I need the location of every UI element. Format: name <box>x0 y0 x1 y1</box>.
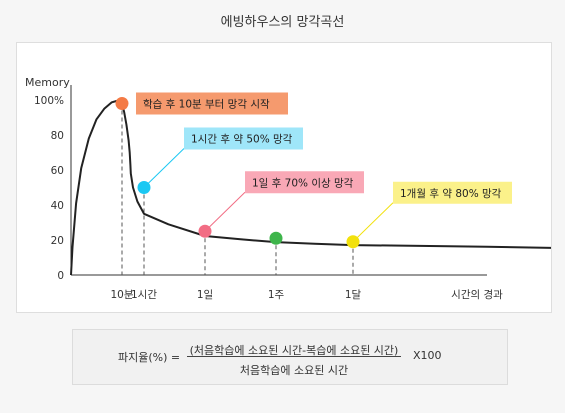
formula-fraction-bar <box>187 356 401 357</box>
y-tick-label: 0 <box>57 270 64 282</box>
x-tick-label: 10분 <box>110 289 133 301</box>
data-point-marker <box>269 231 283 245</box>
x-tick-label: 1주 <box>268 289 285 301</box>
retention-formula: 파지율(%) = (처음학습에 소요된 시간-복습에 소요된 시간) 처음학습에… <box>72 329 508 385</box>
callout-label: 1개월 후 약 80% 망각 <box>400 188 502 200</box>
callout-label: 1시간 후 약 50% 망각 <box>191 134 293 146</box>
callout-box <box>136 92 288 115</box>
formula-denominator: 처음학습에 소요된 시간 <box>239 364 349 377</box>
y-tick-label: 100% <box>34 95 64 107</box>
x-tick-label: 1달 <box>345 289 362 301</box>
chart-curve-layer <box>70 99 551 276</box>
y-tick-label: 40 <box>51 200 64 212</box>
x-tick-label: 1시간 <box>131 289 157 301</box>
chart-panel: Memory 100% 80 60 40 20 0 10분 1시간 1일 1주 1달 시간의 경과 학습… <box>16 42 552 313</box>
data-point-marker <box>137 181 151 194</box>
y-tick-label: 60 <box>51 165 64 177</box>
forgetting-curve-line <box>70 99 551 276</box>
chart-points <box>115 97 360 249</box>
data-point-marker <box>198 224 212 238</box>
callout-box <box>184 127 303 150</box>
data-point-marker <box>346 235 360 249</box>
callout-box <box>245 171 364 194</box>
formula-numerator: (처음학습에 소요된 시간-복습에 소요된 시간) <box>189 344 399 357</box>
chart-guides <box>121 103 354 275</box>
x-tick-label: 1일 <box>197 288 213 301</box>
y-tick-label: 20 <box>51 235 64 247</box>
formula-lhs: 파지율(%) = <box>118 351 181 364</box>
page-title: 에빙하우스의 망각곡선 <box>220 15 345 30</box>
callout-box <box>393 181 512 204</box>
y-axis-label: Memory <box>25 76 70 89</box>
chart-callouts: 학습 후 10분 부터 망각 시작 1시간 후 약 50% 망각 1일 후 70% … <box>136 92 512 243</box>
callout-leader-line <box>143 148 185 188</box>
callout-label: 1일 후 70% 이상 망각 <box>252 176 354 189</box>
callout-leader-line <box>352 202 394 243</box>
callout-leader-line <box>204 191 246 232</box>
callout-label: 학습 후 10분 부터 망각 시작 <box>143 99 270 111</box>
formula-multiplier: X100 <box>413 349 442 362</box>
x-axis-label: 시간의 경과 <box>451 288 503 301</box>
y-tick-label: 80 <box>51 130 64 142</box>
data-point-marker <box>115 97 129 110</box>
